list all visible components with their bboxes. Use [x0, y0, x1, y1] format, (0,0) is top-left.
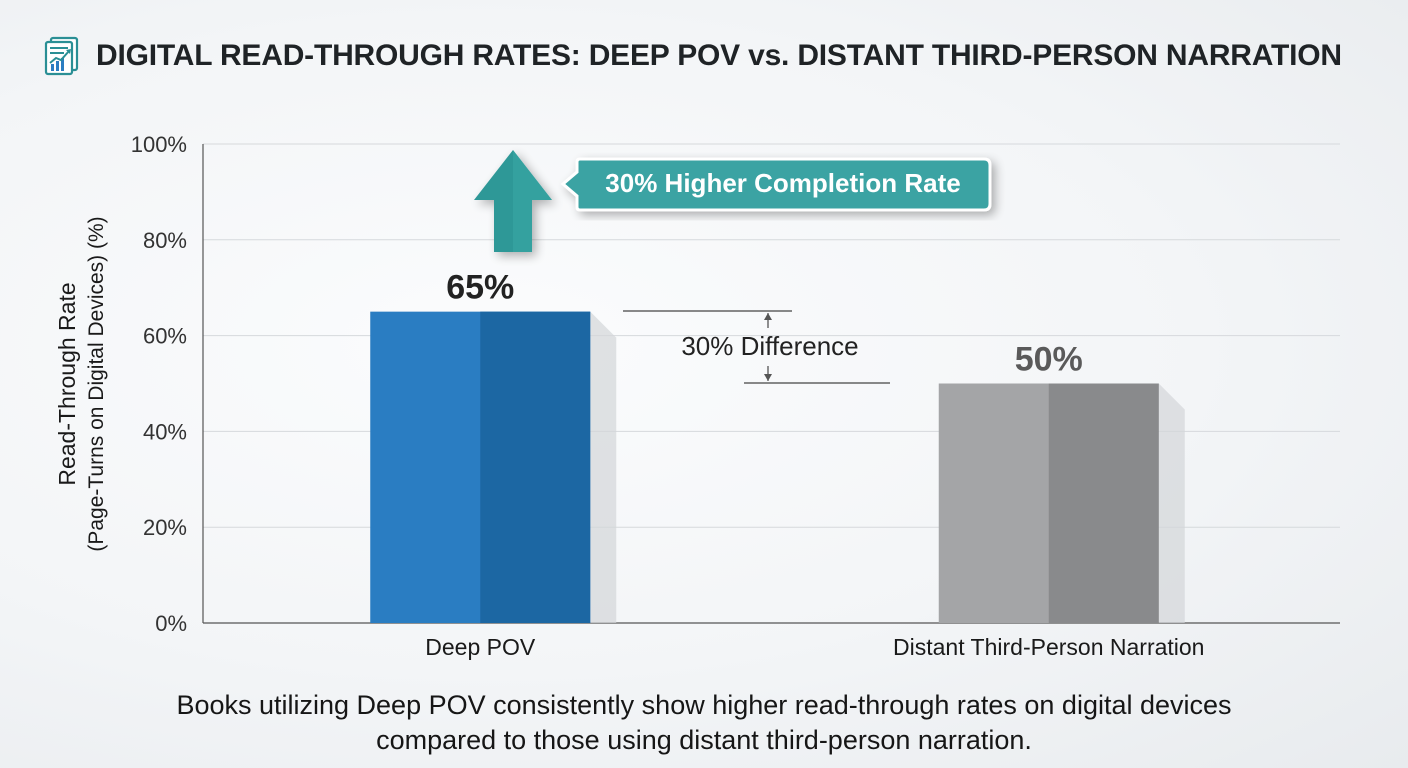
- callout-label: 30% Higher Completion Rate: [605, 168, 960, 198]
- y-tick-label: 100%: [131, 132, 187, 157]
- caption-line-1: Books utilizing Deep POV consistently sh…: [176, 690, 1232, 720]
- difference-annotation: 30% Difference: [623, 310, 890, 384]
- y-tick-label: 40%: [143, 419, 187, 444]
- up-arrow-highlight: [513, 150, 552, 252]
- bar-shadow: [1158, 383, 1185, 623]
- y-tick-label: 80%: [143, 228, 187, 253]
- y-tick-label: 20%: [143, 515, 187, 540]
- bar-shade: [480, 311, 591, 623]
- y-tick-label: 60%: [143, 324, 187, 349]
- caption-line-2: compared to those using distant third-pe…: [376, 725, 1032, 755]
- bar-chart: 0% 20% 40% 60% 80% 100% Read-Through Rate (Pa…: [54, 132, 1340, 660]
- chart-title-row: DIGITAL READ-THROUGH RATES: DEEP POV vs.…: [44, 34, 1342, 78]
- report-chart-icon: [44, 36, 79, 76]
- difference-label: 30% Difference: [681, 331, 858, 361]
- y-axis-label: Read-Through Rate (Page-Turns on Digital…: [54, 216, 108, 551]
- difference-arrow-head-bottom: [764, 374, 772, 381]
- y-axis-label-line2: (Page-Turns on Digital Devices) (%): [85, 216, 108, 551]
- category-label: Deep POV: [425, 634, 536, 660]
- difference-arrow-head-top: [764, 313, 772, 320]
- completion-rate-callout: 30% Higher Completion Rate: [474, 150, 992, 252]
- bar-shadow: [590, 311, 617, 623]
- chart-caption: Books utilizing Deep POV consistently sh…: [54, 688, 1354, 758]
- y-tick-labels: 0% 20% 40% 60% 80% 100%: [131, 132, 187, 636]
- data-labels: 65% 50%: [446, 269, 1083, 379]
- category-labels: Deep POV Distant Third-Person Narration: [425, 634, 1204, 660]
- bar-shade: [1048, 383, 1159, 623]
- y-tick-label: 0%: [155, 611, 187, 636]
- bars: [370, 311, 1185, 623]
- callout-box: [560, 157, 992, 212]
- data-label: 65%: [446, 269, 514, 307]
- category-label: Distant Third-Person Narration: [893, 634, 1204, 660]
- data-label: 50%: [1015, 341, 1083, 379]
- y-axis-label-line1: Read-Through Rate: [54, 282, 80, 485]
- chart-title: DIGITAL READ-THROUGH RATES: DEEP POV vs.…: [96, 39, 1342, 72]
